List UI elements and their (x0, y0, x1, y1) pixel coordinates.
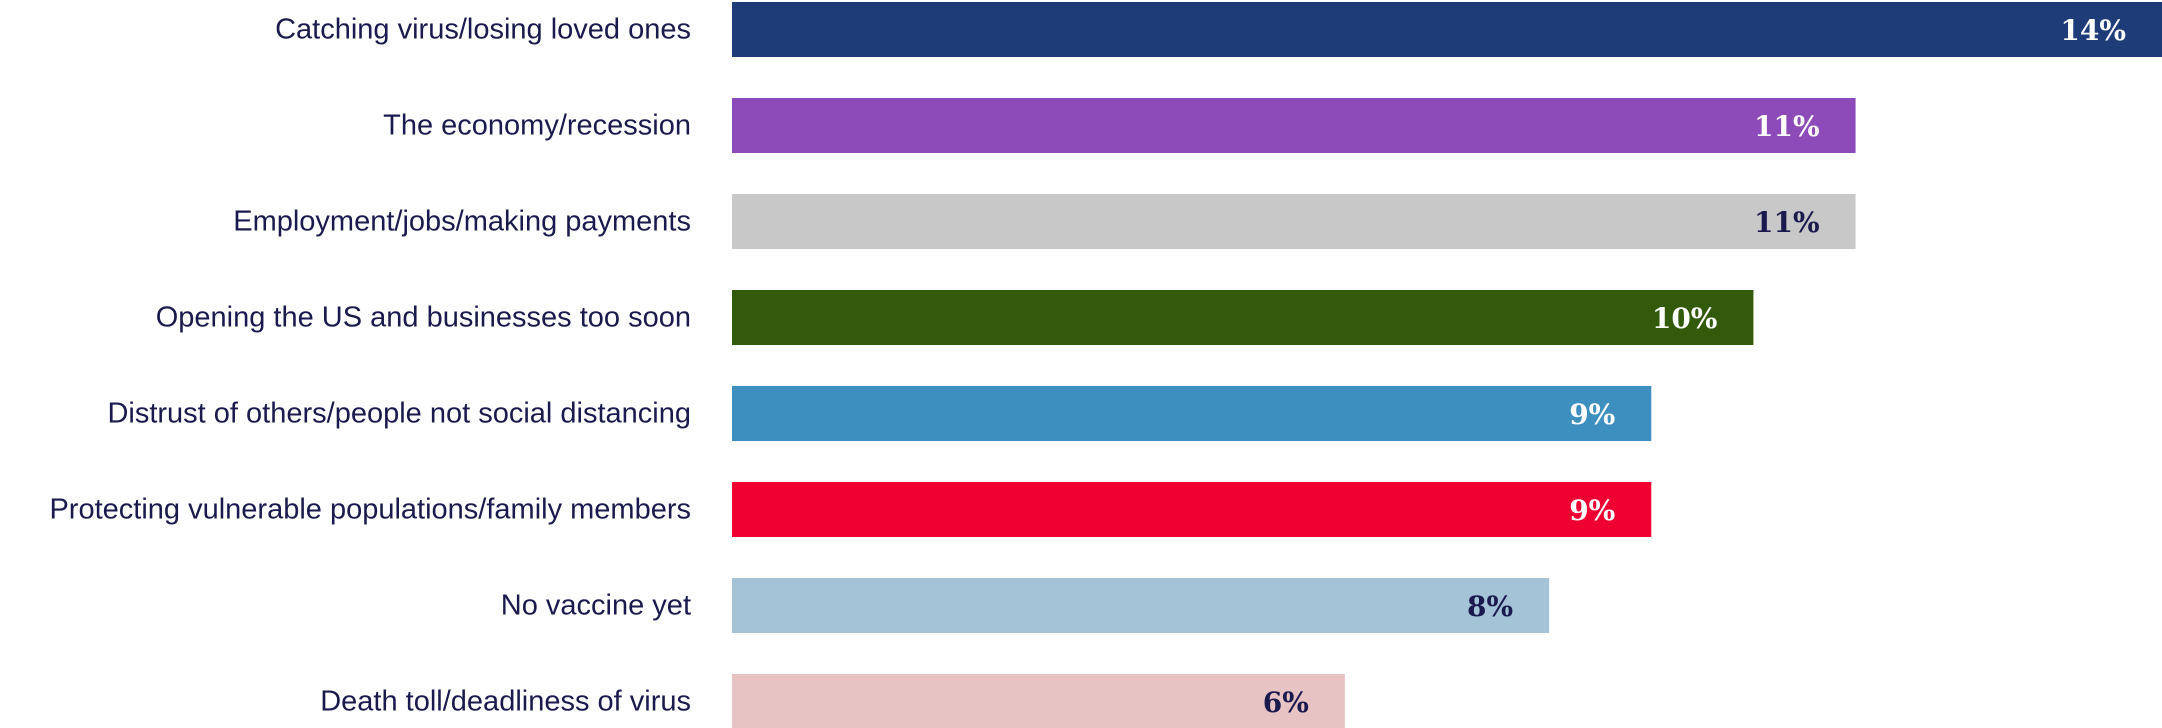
bar (732, 290, 1754, 345)
category-label: Distrust of others/people not social dis… (107, 398, 691, 430)
bar (732, 674, 1345, 728)
bars (732, 2, 2162, 728)
category-labels: Catching virus/losing loved ones The econ… (49, 14, 691, 718)
value-label: 6% (1263, 686, 1309, 719)
value-label: 10% (1652, 302, 1718, 335)
bar (732, 98, 1856, 153)
bar (732, 2, 2162, 57)
category-label: Catching virus/losing loved ones (275, 14, 691, 46)
bar (732, 386, 1652, 441)
bar (732, 194, 1856, 249)
category-label: Protecting vulnerable populations/family… (49, 494, 691, 526)
category-label: The economy/recession (383, 110, 691, 142)
value-label: 8% (1467, 590, 1513, 623)
value-label: 11% (1754, 206, 1820, 239)
value-label: 14% (2060, 14, 2126, 47)
bar (732, 578, 1550, 633)
category-label: No vaccine yet (501, 590, 691, 622)
value-label: 9% (1569, 494, 1615, 527)
value-label: 9% (1569, 398, 1615, 431)
category-label: Opening the US and businesses too soon (156, 302, 691, 334)
value-labels: 14% 11% 11% 10% 9% 9% 8% 6% (1263, 14, 2126, 719)
bar (732, 482, 1652, 537)
value-label: 11% (1754, 110, 1820, 143)
category-label: Death toll/deadliness of virus (320, 686, 691, 718)
category-label: Employment/jobs/making payments (233, 206, 691, 238)
